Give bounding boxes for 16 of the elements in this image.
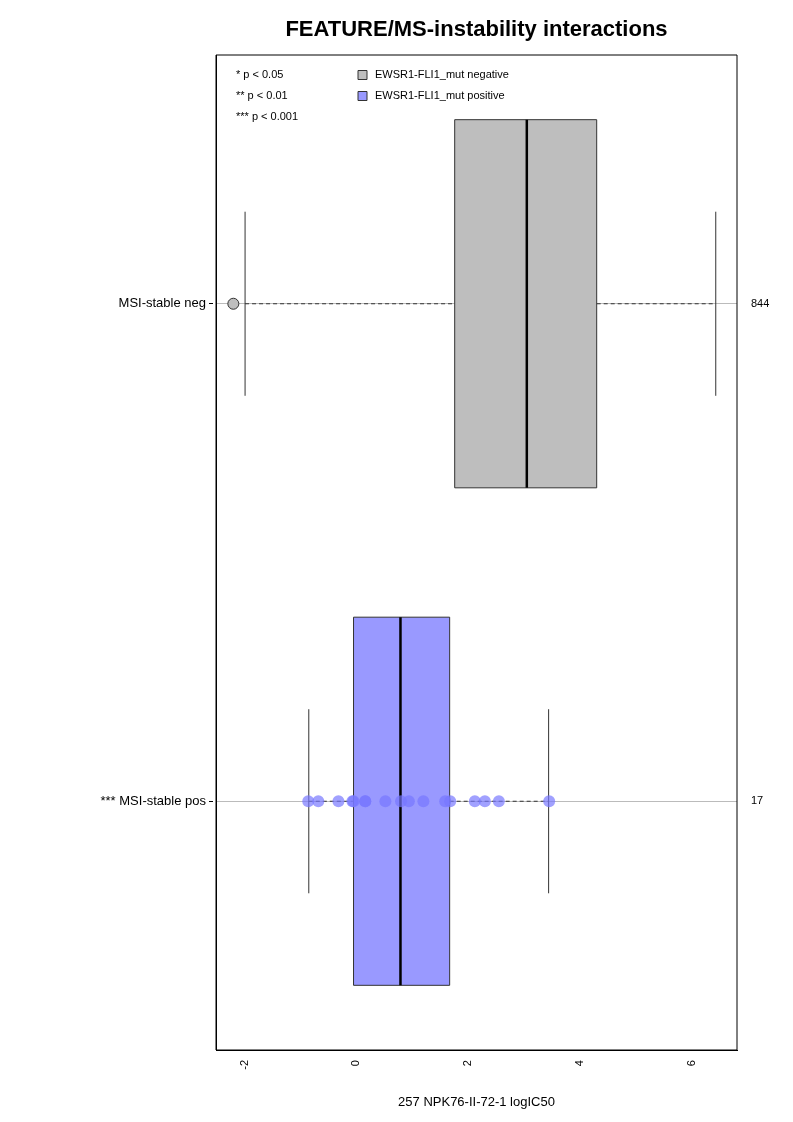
annotation: * p < 0.05 [236,68,284,81]
y-tick-label: MSI-stable neg [118,295,206,311]
text: 17 [751,794,764,807]
y-tick-label: *** MSI-stable pos [100,792,207,808]
x-tick-label: 0 [349,1060,362,1067]
x-axis-title: 257 NPK76-II-72-1 logIC50 [398,1093,555,1109]
text: 844 [751,296,770,309]
x-tick-label: 4 [572,1060,585,1067]
annotation: *** p < 0.001 [236,110,299,123]
x-tick-label: 2 [461,1060,474,1067]
x-tick-label: -2 [237,1060,250,1070]
x-tick-label: 6 [684,1060,697,1067]
chart-title: FEATURE/MS-instability interactions [285,16,668,42]
legend-label: EWSR1-FLI1_mut negative [375,68,509,81]
legend-label: EWSR1-FLI1_mut positive [375,89,505,102]
annotation: ** p < 0.01 [236,89,288,102]
